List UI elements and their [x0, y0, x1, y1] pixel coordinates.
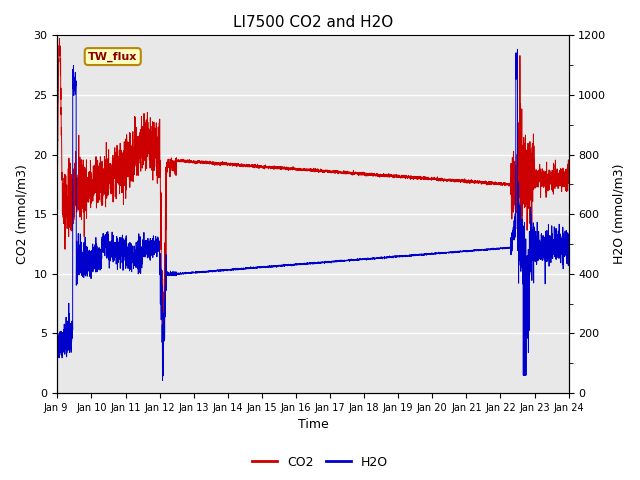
CO2	[54, 173, 61, 179]
H2O	[474, 247, 482, 253]
H2O	[159, 378, 166, 384]
H2O	[435, 251, 443, 256]
Y-axis label: H2O (mmol/m3): H2O (mmol/m3)	[612, 164, 625, 264]
CO2	[147, 115, 154, 120]
CO2	[159, 371, 166, 376]
H2O	[360, 255, 368, 261]
Line: H2O: H2O	[58, 49, 568, 381]
CO2	[435, 178, 443, 184]
H2O	[564, 238, 572, 243]
CO2	[564, 180, 572, 186]
CO2	[249, 163, 257, 168]
H2O	[514, 47, 522, 52]
CO2	[56, 36, 63, 41]
H2O	[147, 236, 154, 241]
Title: LI7500 CO2 and H2O: LI7500 CO2 and H2O	[233, 15, 393, 30]
Text: TW_flux: TW_flux	[88, 51, 138, 62]
H2O	[249, 264, 257, 270]
Y-axis label: CO2 (mmol/m3): CO2 (mmol/m3)	[15, 164, 28, 264]
Line: CO2: CO2	[58, 38, 568, 373]
X-axis label: Time: Time	[298, 419, 328, 432]
H2O	[386, 255, 394, 261]
Legend: CO2, H2O: CO2, H2O	[247, 451, 393, 474]
CO2	[474, 178, 482, 184]
H2O	[54, 345, 61, 351]
CO2	[386, 172, 394, 178]
CO2	[360, 172, 368, 178]
